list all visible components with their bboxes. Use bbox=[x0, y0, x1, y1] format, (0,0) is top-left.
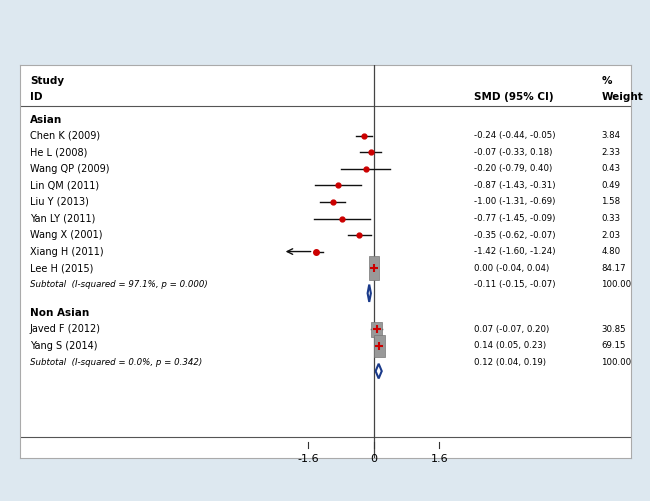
Text: He L (2008): He L (2008) bbox=[30, 147, 87, 157]
Text: 0.43: 0.43 bbox=[601, 164, 620, 173]
Text: -0.77 (-1.45, -0.09): -0.77 (-1.45, -0.09) bbox=[474, 214, 556, 223]
Text: -0.20 (-0.79, 0.40): -0.20 (-0.79, 0.40) bbox=[474, 164, 552, 173]
Text: 1.6: 1.6 bbox=[430, 454, 448, 464]
Text: -0.24 (-0.44, -0.05): -0.24 (-0.44, -0.05) bbox=[474, 131, 556, 140]
Text: Wang QP (2009): Wang QP (2009) bbox=[30, 164, 109, 174]
Text: -1.42 (-1.60, -1.24): -1.42 (-1.60, -1.24) bbox=[474, 247, 556, 256]
Bar bbox=[372, 322, 382, 337]
Text: Non Asian: Non Asian bbox=[30, 308, 89, 318]
Text: -0.11 (-0.15, -0.07): -0.11 (-0.15, -0.07) bbox=[474, 280, 556, 289]
Text: Wang X (2001): Wang X (2001) bbox=[30, 230, 103, 240]
Text: -0.87 (-1.43, -0.31): -0.87 (-1.43, -0.31) bbox=[474, 181, 556, 190]
Text: 0.00 (-0.04, 0.04): 0.00 (-0.04, 0.04) bbox=[474, 264, 550, 273]
Bar bbox=[314, 250, 317, 253]
Text: Study: Study bbox=[30, 76, 64, 86]
Text: Yan LY (2011): Yan LY (2011) bbox=[30, 213, 96, 223]
Text: 0.14 (0.05, 0.23): 0.14 (0.05, 0.23) bbox=[474, 342, 547, 350]
Text: Xiang H (2011): Xiang H (2011) bbox=[30, 246, 103, 257]
Text: Asian: Asian bbox=[30, 115, 62, 125]
Text: Subtotal  (I-squared = 0.0%, p = 0.342): Subtotal (I-squared = 0.0%, p = 0.342) bbox=[30, 358, 202, 367]
Text: 0.49: 0.49 bbox=[601, 181, 620, 190]
Text: -0.35 (-0.62, -0.07): -0.35 (-0.62, -0.07) bbox=[474, 230, 556, 239]
Text: -0.07 (-0.33, 0.18): -0.07 (-0.33, 0.18) bbox=[474, 148, 553, 157]
Text: 100.00: 100.00 bbox=[601, 358, 631, 367]
Text: 0.12 (0.04, 0.19): 0.12 (0.04, 0.19) bbox=[474, 358, 547, 367]
Bar bbox=[369, 257, 379, 280]
Text: SMD (95% CI): SMD (95% CI) bbox=[474, 92, 554, 102]
Text: Weight: Weight bbox=[601, 92, 643, 102]
Text: 4.80: 4.80 bbox=[601, 247, 620, 256]
Text: ID: ID bbox=[30, 92, 42, 102]
Text: Chen K (2009): Chen K (2009) bbox=[30, 131, 100, 141]
Text: 30.85: 30.85 bbox=[601, 325, 626, 334]
Text: 0: 0 bbox=[370, 454, 377, 464]
Text: %: % bbox=[601, 76, 612, 86]
Text: 3.84: 3.84 bbox=[601, 131, 620, 140]
Text: Yang S (2014): Yang S (2014) bbox=[30, 341, 98, 351]
Text: Lee H (2015): Lee H (2015) bbox=[30, 263, 94, 273]
Text: -1.6: -1.6 bbox=[297, 454, 319, 464]
Text: Javed F (2012): Javed F (2012) bbox=[30, 325, 101, 335]
Text: 84.17: 84.17 bbox=[601, 264, 626, 273]
Text: 0.33: 0.33 bbox=[601, 214, 620, 223]
Text: -1.00 (-1.31, -0.69): -1.00 (-1.31, -0.69) bbox=[474, 197, 556, 206]
Text: 2.33: 2.33 bbox=[601, 148, 620, 157]
Text: 69.15: 69.15 bbox=[601, 342, 626, 350]
Text: 100.00: 100.00 bbox=[601, 280, 631, 289]
Text: Lin QM (2011): Lin QM (2011) bbox=[30, 180, 99, 190]
Text: Subtotal  (I-squared = 97.1%, p = 0.000): Subtotal (I-squared = 97.1%, p = 0.000) bbox=[30, 280, 207, 289]
Text: 1.58: 1.58 bbox=[601, 197, 620, 206]
Text: Liu Y (2013): Liu Y (2013) bbox=[30, 197, 89, 207]
Text: 0.07 (-0.07, 0.20): 0.07 (-0.07, 0.20) bbox=[474, 325, 550, 334]
Text: 2.03: 2.03 bbox=[601, 230, 620, 239]
Bar bbox=[374, 335, 385, 357]
